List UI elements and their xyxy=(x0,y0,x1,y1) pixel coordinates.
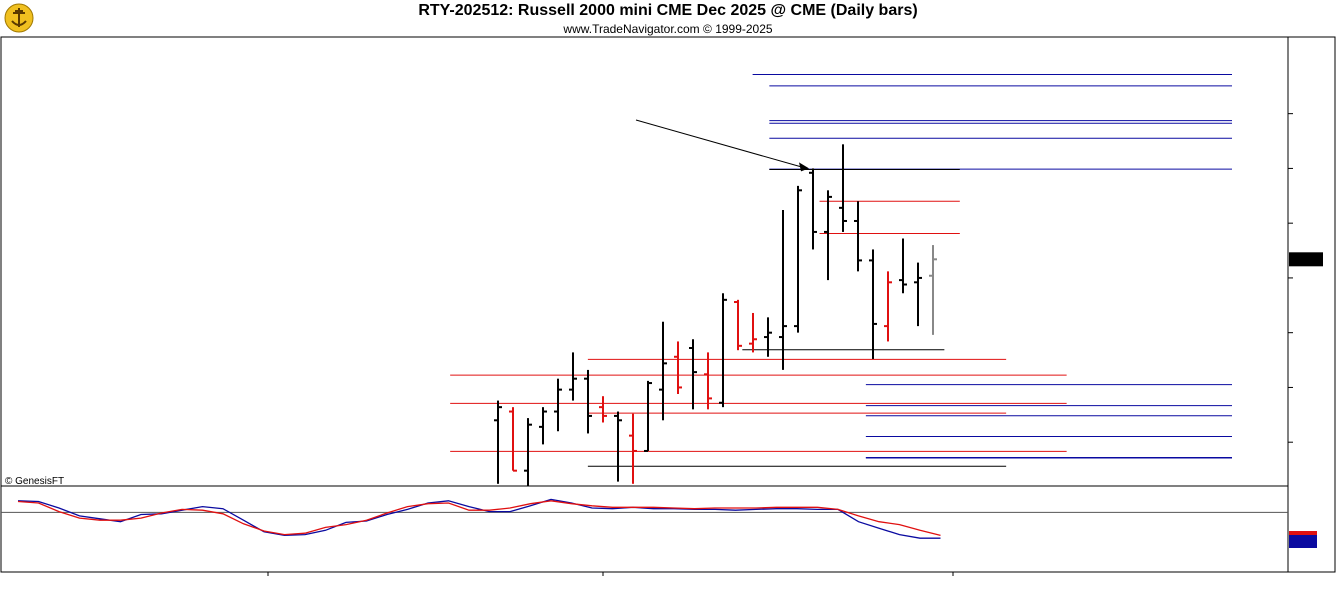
annotation-arrow-line xyxy=(635,119,804,168)
ohlc-bar xyxy=(899,238,907,294)
ohlc-bar xyxy=(494,400,502,484)
stoch-value-box xyxy=(1289,534,1317,548)
ohlc-bar xyxy=(569,352,577,401)
ohlc-bar xyxy=(749,312,757,353)
ohlc-bar xyxy=(644,380,652,452)
ohlc-bar xyxy=(869,249,877,359)
ohlc-bar xyxy=(554,378,562,432)
price-axis-frame xyxy=(1287,36,1336,573)
watermark-label: © GenesisFT xyxy=(5,476,64,487)
trade-navigator-logo-icon xyxy=(4,3,34,33)
ohlc-bar xyxy=(524,418,532,486)
ohlc-bar xyxy=(659,321,667,421)
ohlc-bar xyxy=(509,407,517,472)
ohlc-bar xyxy=(764,317,772,357)
ohlc-bar xyxy=(854,201,862,272)
ohlc-bar xyxy=(914,262,922,327)
ohlc-bar xyxy=(689,339,697,410)
ohlc-bar xyxy=(824,190,832,281)
ohlc-bar xyxy=(539,407,547,445)
ohlc-bar xyxy=(614,411,622,482)
ohlc-bar xyxy=(629,413,637,484)
ohlc-bar xyxy=(674,341,682,395)
price-panel-frame xyxy=(0,36,1289,487)
chart-subtitle: www.TradeNavigator.com © 1999-2025 xyxy=(563,22,773,36)
ohlc-bar xyxy=(779,210,787,370)
annotation-arrowhead-icon xyxy=(799,162,809,172)
stoch-k-line xyxy=(17,498,941,539)
stoch-d-line xyxy=(17,500,941,537)
ohlc-bar xyxy=(704,352,712,410)
ohlc-bar xyxy=(584,369,592,434)
stoch-value-box-top xyxy=(1289,531,1317,535)
chart-title: RTY-202512: Russell 2000 mini CME Dec 20… xyxy=(418,2,918,19)
stoch-panel-frame xyxy=(0,485,1289,573)
ohlc-bar xyxy=(734,299,742,351)
ohlc-bar xyxy=(809,168,817,250)
ohlc-bar xyxy=(719,293,727,408)
ohlc-bar xyxy=(929,245,937,335)
last-price-box xyxy=(1289,252,1323,267)
ohlc-bar xyxy=(839,144,847,232)
ohlc-bar xyxy=(884,271,892,342)
ohlc-bar xyxy=(599,396,607,423)
ohlc-bar xyxy=(794,185,802,333)
